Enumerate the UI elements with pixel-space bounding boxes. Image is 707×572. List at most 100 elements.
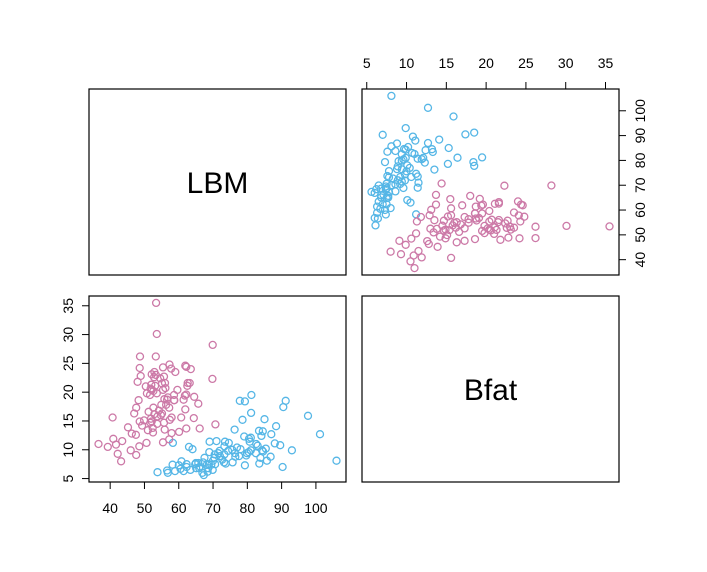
- point-bl-s1-77: [149, 386, 158, 396]
- diag-label-bfat: Bfat: [464, 374, 518, 407]
- point-tr-s1-98: [485, 217, 494, 226]
- x-axis-bottom-lbm-label-2: 60: [171, 500, 187, 516]
- point-bl-s1-84: [156, 374, 165, 383]
- point-tr-s1-14: [412, 217, 422, 226]
- point-tr-s0-88: [397, 165, 406, 174]
- point-bl-s1-68: [123, 423, 133, 432]
- x-axis-bottom-lbm-label-1: 50: [137, 500, 153, 516]
- y-axis-left-bfat-label-5: 30: [60, 327, 76, 343]
- point-tr-s0-65: [401, 153, 410, 163]
- point-bl-s0-53: [204, 464, 213, 473]
- point-tr-s0-28: [386, 203, 395, 213]
- point-tr-s1-30: [562, 221, 571, 231]
- point-bl-s0-12: [247, 390, 256, 400]
- point-bl-s0-59: [199, 470, 208, 480]
- point-bl-s1-33: [135, 352, 145, 361]
- point-bl-s1-24: [167, 364, 176, 373]
- point-bl-s1-53: [146, 418, 155, 427]
- x-axis-top-bfat-label-4: 25: [518, 55, 534, 71]
- point-bl-s1-96: [150, 409, 159, 419]
- point-bl-s1-64: [161, 383, 170, 393]
- point-tr-s1-60: [446, 204, 456, 213]
- point-bl-s1-42: [94, 439, 103, 449]
- point-bl-s1-67: [108, 413, 117, 422]
- point-tr-s0-81: [381, 210, 390, 219]
- point-bl-s0-92: [255, 459, 264, 468]
- point-tr-s0-48: [402, 167, 411, 176]
- point-bl-s1-7: [137, 421, 147, 430]
- point-bl-s0-74: [240, 397, 250, 406]
- point-bl-s0-42: [162, 466, 172, 475]
- point-tr-s1-40: [504, 233, 513, 242]
- point-tr-s0-84: [470, 128, 479, 137]
- y-axis-left-bfat-label-2: 15: [60, 413, 76, 429]
- point-bl-s0-86: [204, 460, 214, 469]
- point-tr-s1-88: [426, 224, 435, 233]
- point-bl-s1-88: [148, 428, 158, 437]
- point-bl-s1-27: [142, 438, 151, 448]
- x-axis-top-bfat-label-5: 30: [558, 55, 574, 71]
- point-tr-s0-87: [387, 142, 396, 151]
- point-bl-s1-71: [118, 436, 127, 446]
- point-bl-s1-73: [163, 393, 172, 402]
- point-bl-s0-78: [257, 446, 267, 455]
- point-bl-s1-74: [182, 424, 191, 433]
- point-bl-s0-80: [153, 468, 162, 477]
- y-axis-right-lbm-label-6: 100: [632, 99, 648, 123]
- point-tr-s0-60: [435, 135, 444, 144]
- point-bl-s0-95: [195, 464, 204, 473]
- point-bl-s0-3: [230, 425, 239, 434]
- point-bl-s0-60: [271, 422, 281, 431]
- x-axis-bottom-lbm-label-3: 70: [205, 500, 221, 516]
- point-bl-s1-91: [133, 377, 142, 386]
- x-axis-top-bfat: 5 10 15 20 25 30 35: [363, 55, 613, 89]
- point-tr-s0-12: [477, 153, 487, 162]
- point-bl-s1-21: [127, 429, 136, 438]
- point-bl-s1-82: [179, 395, 188, 404]
- point-tr-s1-32: [466, 191, 475, 201]
- point-tr-s1-68: [433, 242, 442, 251]
- point-tr-s1-48: [490, 199, 500, 208]
- point-tr-s0-23: [411, 136, 420, 145]
- point-tr-s1-34: [516, 217, 525, 226]
- point-bl-s1-48: [183, 381, 192, 390]
- point-tr-s0-30: [384, 166, 394, 176]
- point-tr-s0-89: [413, 183, 422, 192]
- y-axis-right-lbm-label-4: 80: [632, 152, 648, 168]
- point-bl-s0-83: [176, 464, 185, 473]
- point-tr-s0-62: [391, 146, 400, 156]
- point-bl-s1-49: [151, 352, 160, 361]
- point-tr-s0-90: [403, 161, 412, 170]
- point-tr-s1-73: [474, 213, 484, 223]
- point-tr-s1-85: [423, 236, 432, 246]
- point-bl-s1-76: [132, 403, 141, 412]
- point-bl-s1-95: [135, 363, 144, 373]
- point-bl-s1-70: [189, 413, 198, 423]
- point-bl-s0-90: [236, 445, 245, 454]
- point-tr-s1-63: [395, 236, 404, 245]
- point-tr-s1-6: [425, 211, 434, 220]
- point-tr-s1-57: [437, 179, 446, 188]
- point-bl-s1-8: [190, 392, 199, 401]
- point-tr-s1-87: [417, 253, 426, 262]
- point-bl-s0-33: [260, 415, 269, 424]
- panel-frame-tr: [361, 88, 620, 276]
- point-tr-s1-94: [485, 206, 494, 216]
- point-bl-s1-79: [150, 381, 160, 390]
- point-bl-s1-78: [113, 449, 122, 458]
- point-bl-s0-75: [253, 441, 262, 450]
- point-bl-s0-46: [315, 430, 325, 439]
- point-bl-s1-51: [208, 340, 217, 350]
- point-tr-s1-78: [396, 250, 406, 259]
- x-axis-top-bfat-label-0: 5: [363, 55, 371, 71]
- point-tr-s1-69: [460, 212, 469, 222]
- point-tr-s1-76: [460, 236, 469, 245]
- point-tr-s0-91: [388, 174, 398, 183]
- point-bl-s0-39: [267, 430, 276, 439]
- point-tr-s0-79: [399, 183, 408, 193]
- point-bl-s0-38: [254, 426, 264, 435]
- point-bl-s1-47: [165, 435, 174, 444]
- point-bl-s0-18: [240, 461, 250, 470]
- point-bl-s0-79: [205, 447, 214, 457]
- point-tr-s1-67: [446, 253, 456, 263]
